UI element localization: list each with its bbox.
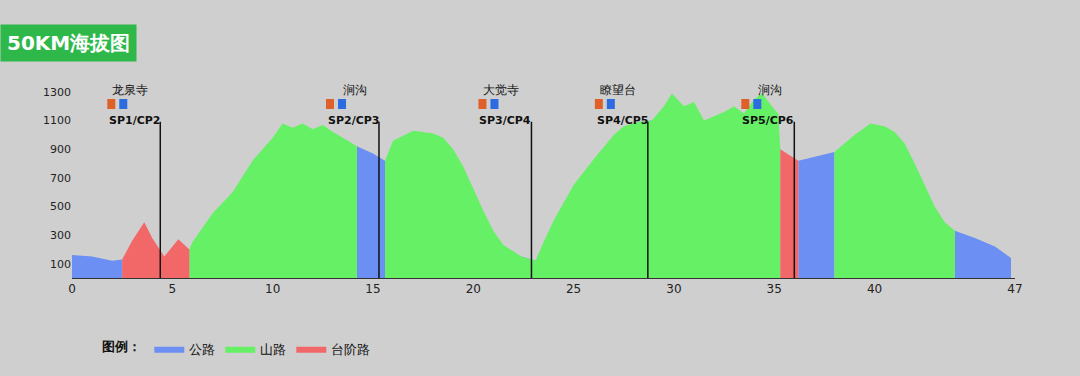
svg-text:SP3/CP4: SP3/CP4 xyxy=(479,114,531,127)
svg-text:20: 20 xyxy=(466,282,481,296)
svg-text:900: 900 xyxy=(50,143,71,156)
svg-text:25: 25 xyxy=(566,282,581,296)
svg-text:瞭望台: 瞭望台 xyxy=(600,83,636,97)
svg-text:700: 700 xyxy=(50,172,71,185)
svg-text:50KM海拔图: 50KM海拔图 xyxy=(7,31,130,55)
svg-text:47: 47 xyxy=(1007,282,1022,296)
svg-text:1300: 1300 xyxy=(43,86,71,99)
svg-text:SP2/CP3: SP2/CP3 xyxy=(328,114,379,127)
svg-text:40: 40 xyxy=(867,282,882,296)
svg-text:100: 100 xyxy=(50,258,71,271)
svg-text:SP4/CP5: SP4/CP5 xyxy=(597,114,648,127)
svg-text:300: 300 xyxy=(50,229,71,242)
svg-text:SP1/CP2: SP1/CP2 xyxy=(109,114,160,127)
svg-text:涧沟: 涧沟 xyxy=(343,83,367,97)
svg-text:30: 30 xyxy=(666,282,681,296)
svg-text:SP5/CP6: SP5/CP6 xyxy=(742,114,794,127)
svg-text:500: 500 xyxy=(50,200,71,213)
svg-text:0: 0 xyxy=(68,282,76,296)
svg-text:龙泉寺: 龙泉寺 xyxy=(112,83,148,97)
svg-text:10: 10 xyxy=(265,282,280,296)
svg-text:山路: 山路 xyxy=(260,342,286,357)
svg-text:大觉寺: 大觉寺 xyxy=(483,83,519,97)
svg-text:公路: 公路 xyxy=(189,342,215,357)
svg-text:5: 5 xyxy=(168,282,176,296)
svg-text:35: 35 xyxy=(767,282,782,296)
svg-text:15: 15 xyxy=(365,282,380,296)
svg-text:台阶路: 台阶路 xyxy=(331,342,370,357)
svg-text:涧沟: 涧沟 xyxy=(758,83,782,97)
svg-text:图例：: 图例： xyxy=(102,339,141,354)
svg-text:1100: 1100 xyxy=(43,114,71,127)
